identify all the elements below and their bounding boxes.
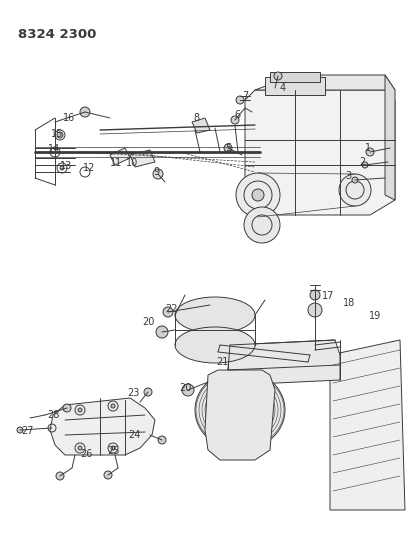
Circle shape bbox=[60, 166, 64, 170]
Circle shape bbox=[230, 116, 238, 124]
Polygon shape bbox=[50, 398, 155, 455]
Text: 1: 1 bbox=[364, 143, 370, 153]
Circle shape bbox=[57, 132, 63, 138]
Polygon shape bbox=[130, 150, 155, 167]
Text: 6: 6 bbox=[234, 110, 240, 120]
Circle shape bbox=[153, 169, 163, 179]
Polygon shape bbox=[227, 340, 339, 385]
Polygon shape bbox=[204, 370, 274, 460]
Text: 9: 9 bbox=[153, 167, 159, 177]
Bar bbox=[270, 72, 319, 82]
Text: 19: 19 bbox=[368, 311, 380, 321]
Text: 20: 20 bbox=[142, 317, 154, 327]
Text: 28: 28 bbox=[47, 410, 59, 420]
Circle shape bbox=[78, 446, 82, 450]
Text: 22: 22 bbox=[165, 304, 178, 314]
Ellipse shape bbox=[175, 297, 254, 333]
Circle shape bbox=[104, 471, 112, 479]
Circle shape bbox=[351, 177, 357, 183]
Circle shape bbox=[243, 207, 279, 243]
Text: 7: 7 bbox=[241, 91, 247, 101]
Bar bbox=[264, 77, 324, 95]
Text: 20: 20 bbox=[178, 383, 191, 393]
Text: 16: 16 bbox=[63, 113, 75, 123]
Text: 17: 17 bbox=[321, 291, 333, 301]
Polygon shape bbox=[191, 118, 209, 133]
Circle shape bbox=[17, 427, 23, 433]
Text: 15: 15 bbox=[51, 129, 63, 139]
Polygon shape bbox=[329, 340, 404, 510]
Circle shape bbox=[361, 162, 367, 168]
Circle shape bbox=[252, 189, 263, 201]
Circle shape bbox=[236, 96, 243, 104]
Circle shape bbox=[236, 173, 279, 217]
Text: 4: 4 bbox=[279, 83, 285, 93]
Ellipse shape bbox=[209, 383, 270, 437]
Circle shape bbox=[157, 436, 166, 444]
Circle shape bbox=[155, 326, 168, 338]
Text: 2: 2 bbox=[358, 157, 364, 167]
Text: 12: 12 bbox=[83, 163, 95, 173]
Text: 18: 18 bbox=[342, 298, 354, 308]
Circle shape bbox=[273, 72, 281, 80]
Circle shape bbox=[144, 388, 152, 396]
Circle shape bbox=[309, 290, 319, 300]
Circle shape bbox=[111, 404, 115, 408]
Text: 8: 8 bbox=[193, 113, 199, 123]
Polygon shape bbox=[384, 75, 394, 200]
Circle shape bbox=[78, 408, 82, 412]
Text: 24: 24 bbox=[128, 430, 140, 440]
Circle shape bbox=[182, 384, 193, 396]
Circle shape bbox=[223, 144, 231, 152]
Text: 25: 25 bbox=[108, 446, 120, 456]
Polygon shape bbox=[254, 75, 394, 90]
Circle shape bbox=[63, 404, 71, 412]
Text: 26: 26 bbox=[80, 449, 92, 459]
Text: 27: 27 bbox=[22, 426, 34, 436]
Text: 14: 14 bbox=[48, 144, 60, 154]
Text: 10: 10 bbox=[126, 158, 138, 168]
Circle shape bbox=[338, 174, 370, 206]
Text: 21: 21 bbox=[215, 357, 228, 367]
Circle shape bbox=[80, 107, 90, 117]
Ellipse shape bbox=[227, 400, 252, 420]
Text: 13: 13 bbox=[60, 161, 72, 171]
Ellipse shape bbox=[195, 370, 284, 450]
Circle shape bbox=[111, 446, 115, 450]
Polygon shape bbox=[110, 148, 130, 165]
Ellipse shape bbox=[175, 327, 254, 363]
Text: 3: 3 bbox=[344, 171, 350, 181]
Text: 11: 11 bbox=[110, 158, 122, 168]
Circle shape bbox=[56, 472, 64, 480]
Polygon shape bbox=[245, 90, 394, 215]
Text: 23: 23 bbox=[126, 388, 139, 398]
Circle shape bbox=[307, 303, 321, 317]
Circle shape bbox=[163, 307, 173, 317]
Text: 8324 2300: 8324 2300 bbox=[18, 28, 96, 41]
Circle shape bbox=[365, 148, 373, 156]
Text: 5: 5 bbox=[224, 143, 231, 153]
